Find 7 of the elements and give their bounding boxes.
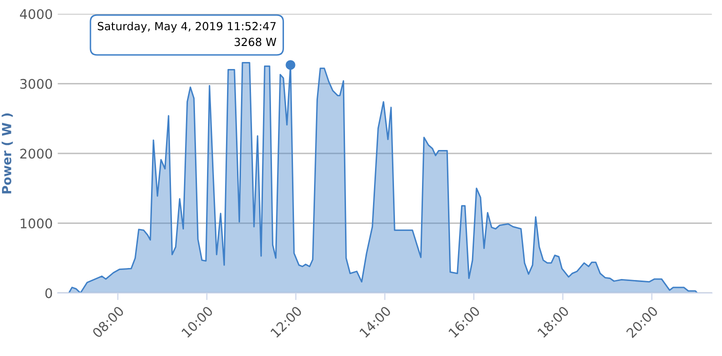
- y-tick-label: 0: [45, 288, 52, 298]
- y-tick-label: 1000: [20, 218, 52, 228]
- y-axis-title: Power ( W ): [2, 113, 13, 194]
- y-tick-label: 4000: [20, 9, 52, 20]
- y-tick-label: 2000: [20, 148, 52, 159]
- y-tick-label: 3000: [20, 78, 52, 89]
- annotation: Saturday, May 4, 2019 11:52:47 3268 W: [98, 22, 276, 46]
